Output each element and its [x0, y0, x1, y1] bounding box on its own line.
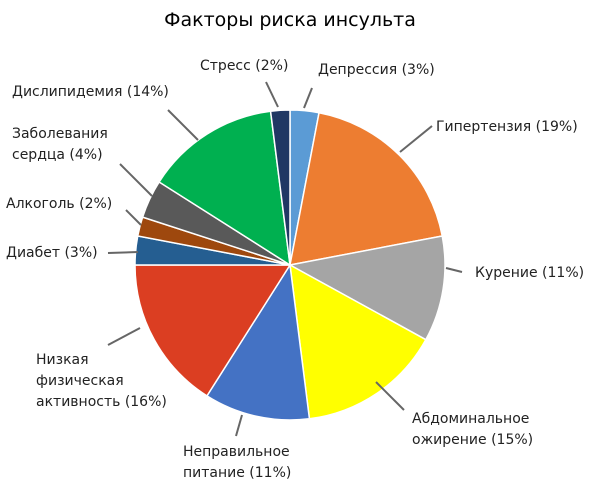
leader-line-2 — [399, 125, 433, 153]
pie-slice-5 — [205, 262, 311, 421]
pie-slice-4 — [289, 263, 427, 420]
pie-slice-3 — [287, 235, 446, 341]
slice-label-8: Алкоголь (2%) — [6, 196, 112, 212]
slice-label-4: Абдоминальное ожирение (15%) — [412, 411, 533, 448]
slice-label-9: Заболевания сердца (4%) — [12, 126, 108, 163]
leader-line-8 — [125, 209, 142, 226]
slice-label-3: Курение (11%) — [475, 265, 584, 281]
slice-label-6: Низкая физическая активность (16%) — [36, 352, 167, 410]
leader-line-4 — [375, 381, 405, 411]
slice-label-2: Гипертензия (19%) — [436, 119, 578, 135]
pie-slice-11 — [269, 109, 291, 266]
leader-line-6 — [107, 327, 141, 346]
slice-label-5: Неправильное питание (11%) — [183, 444, 291, 481]
leader-line-7 — [107, 251, 139, 254]
slice-label-10: Дислипидемия (14%) — [12, 84, 169, 100]
leader-line-11 — [265, 81, 279, 108]
leader-line-5 — [235, 414, 243, 437]
pie-slice-6 — [134, 264, 292, 397]
leader-line-9 — [119, 163, 153, 197]
leader-line-3 — [445, 267, 463, 273]
pie-slice-10 — [158, 110, 291, 267]
chart-title: Факторы риска инсульта — [164, 9, 416, 31]
slice-label-1: Депрессия (3%) — [318, 62, 435, 78]
leader-line-10 — [167, 109, 199, 141]
pie-slice-2 — [289, 111, 444, 266]
leader-line-1 — [303, 87, 313, 109]
slice-label-7: Диабет (3%) — [6, 245, 98, 261]
slice-label-11: Стресс (2%) — [200, 58, 288, 74]
